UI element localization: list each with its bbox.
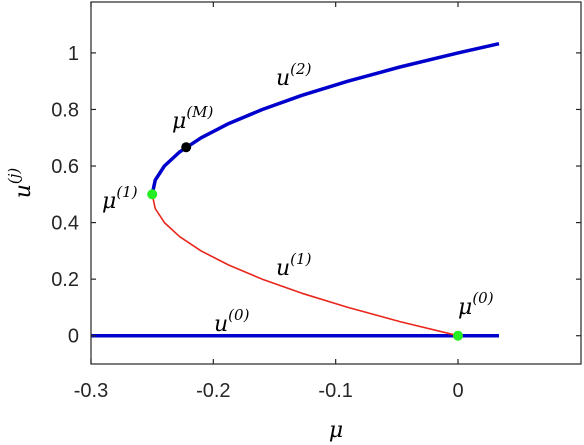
y-axis-label: u(j) (5, 168, 36, 199)
x-axis: -0.3 -0.2 -0.1 0 (74, 2, 464, 402)
series-line-2 (150, 41, 500, 195)
y-tick-label: 0.6 (51, 156, 79, 178)
y-tick-label: 0.8 (51, 99, 79, 121)
series-label-u1: u(1) (276, 250, 312, 281)
series-label-u0: u(0) (214, 306, 250, 337)
x-tick-label: -0.1 (318, 380, 352, 402)
point-marker-1 (453, 330, 463, 341)
y-tick-label: 0.2 (51, 269, 79, 291)
x-axis-label: μ (329, 418, 343, 443)
point-label-mu1: μ(1) (102, 183, 138, 214)
point-marker-2 (181, 142, 192, 153)
y-tick-label: 1 (68, 43, 79, 65)
x-tick-label: 0 (452, 380, 463, 402)
point-label-mu0: μ(0) (458, 289, 494, 320)
y-tick-label: 0.4 (51, 213, 79, 235)
y-tick-label: 0 (68, 326, 79, 348)
plot-frame (90, 1, 582, 365)
series-line-1 (151, 194, 459, 337)
point-label-muM: μ(M) (172, 103, 214, 134)
x-tick-label: -0.3 (74, 380, 108, 402)
points-layer (147, 142, 463, 341)
x-tick-label: -0.2 (196, 380, 230, 402)
series-label-u2: u(2) (276, 60, 312, 91)
point-marker-0 (147, 189, 158, 200)
y-axis: 0 0.2 0.4 0.6 0.8 1 (51, 43, 581, 348)
